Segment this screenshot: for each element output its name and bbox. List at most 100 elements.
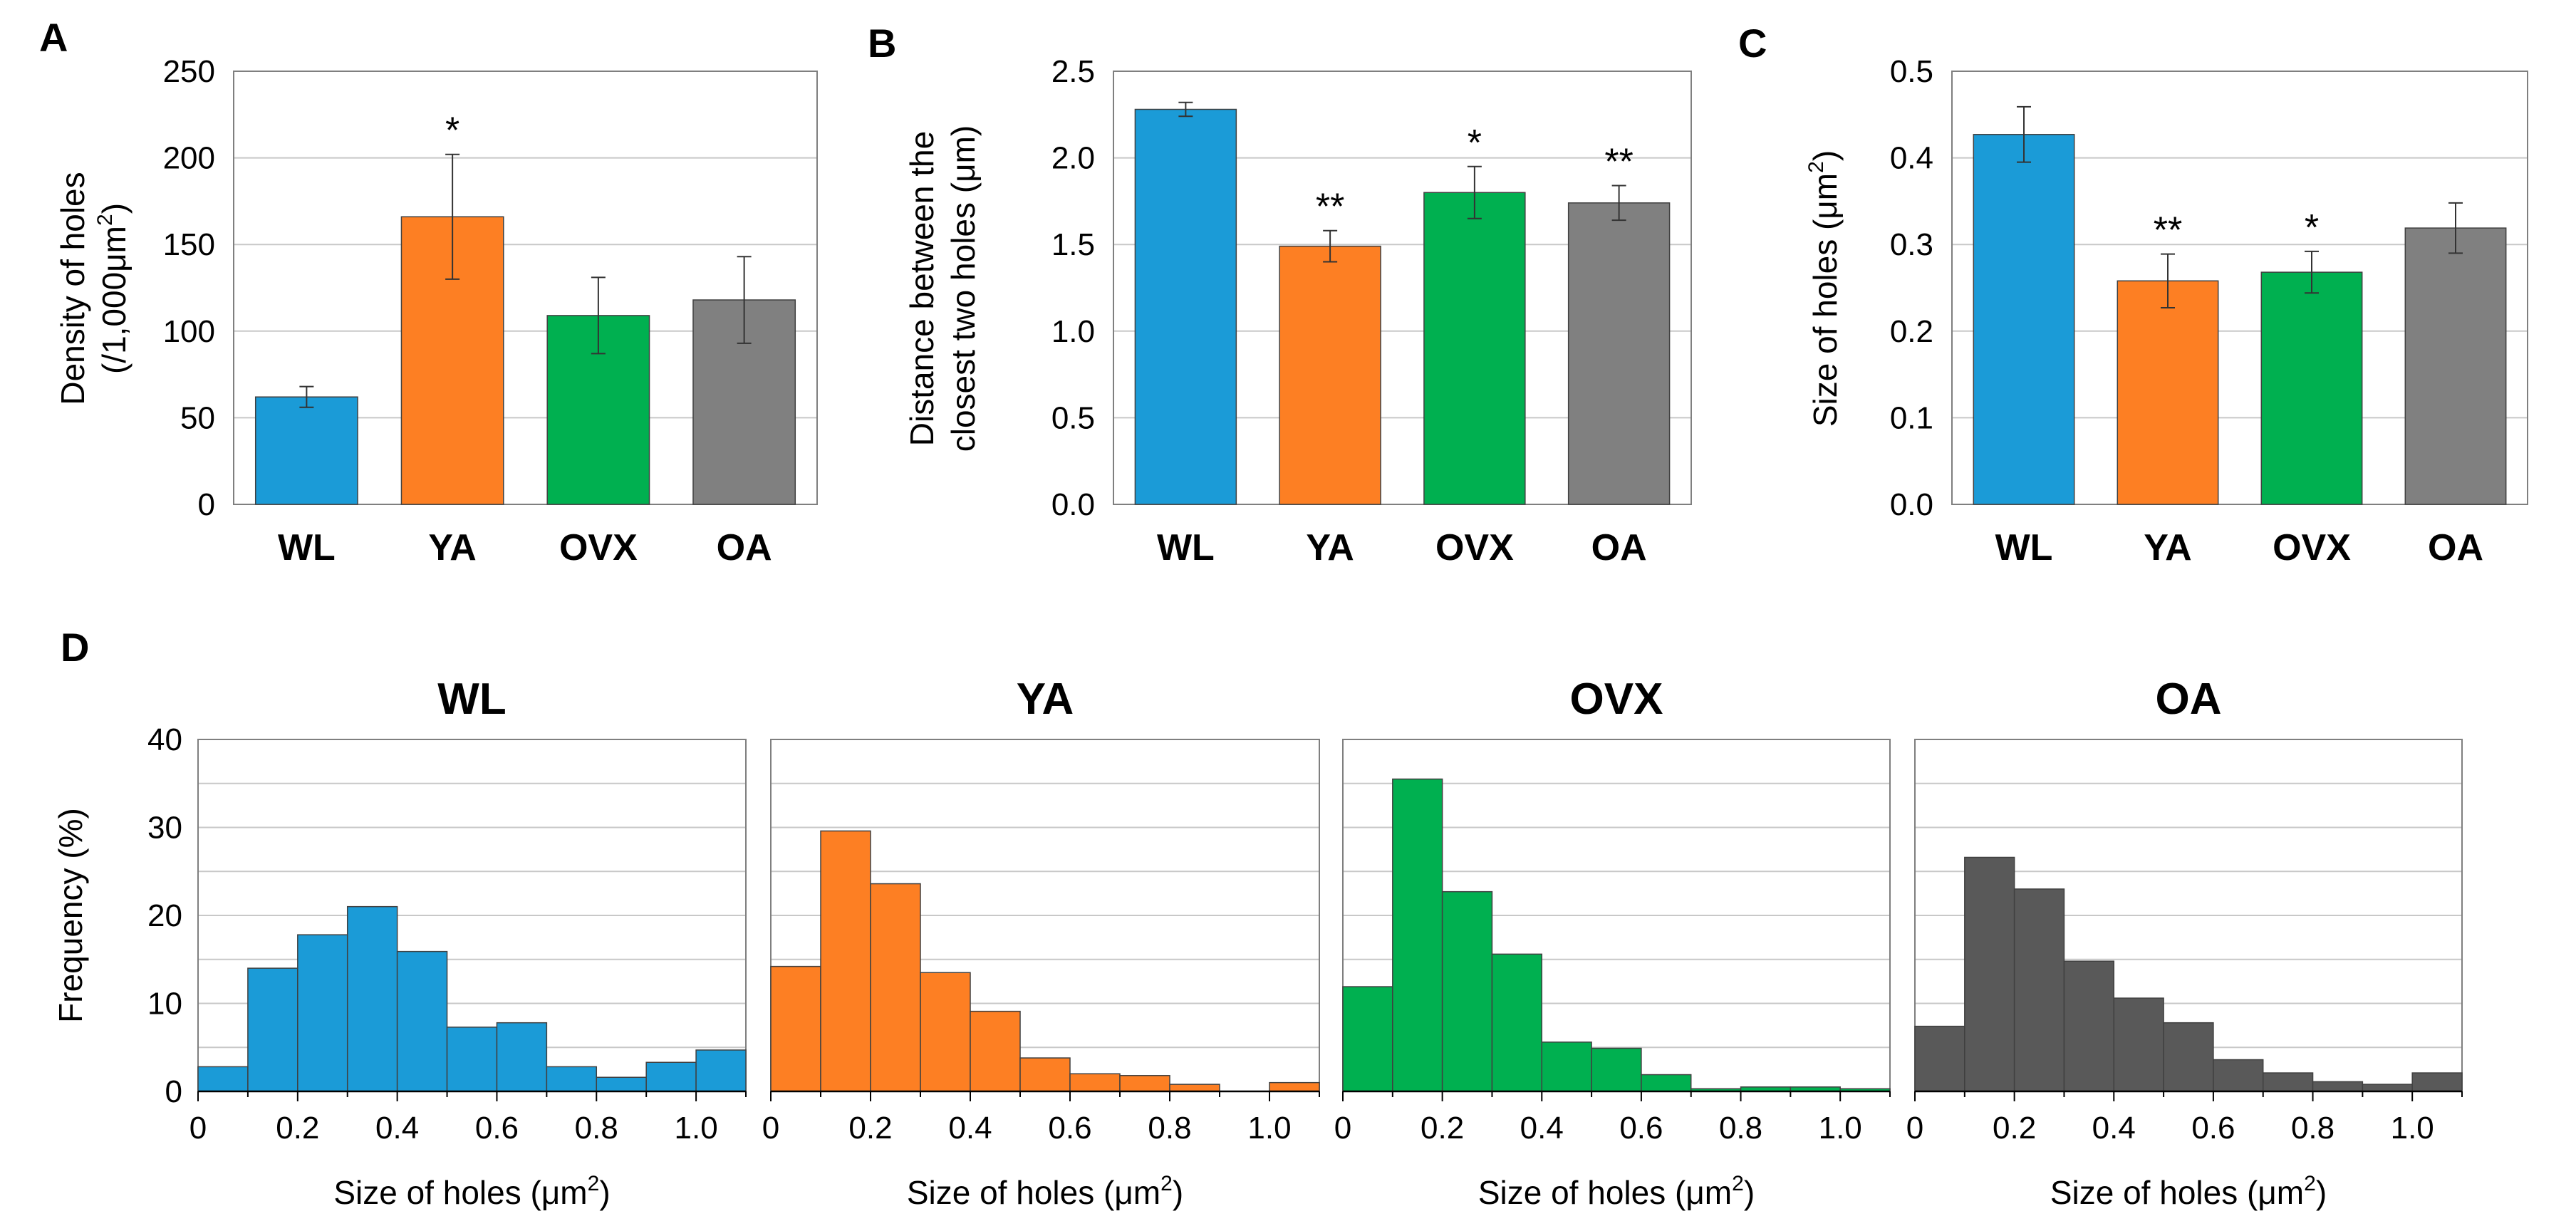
y-axis-label: closest two holes (μm): [945, 125, 982, 452]
x-tick-label: 0.4: [2092, 1111, 2136, 1146]
x-tick-label: 1.0: [1247, 1111, 1291, 1146]
bar-wl: [254, 396, 358, 505]
histogram-bar: [1342, 986, 1393, 1092]
category-label-oa: OA: [2428, 527, 2483, 568]
category-label-wl: WL: [1995, 527, 2053, 568]
plot-frame: [1951, 71, 2528, 505]
histogram-bar: [446, 1027, 498, 1092]
histogram-bar: [870, 883, 921, 1092]
histogram-bar: [1441, 890, 1493, 1092]
category-label-ya: YA: [1306, 527, 1354, 568]
y-axis-label: Size of holes (μm2): [1804, 150, 1844, 427]
x-tick-label: 0.4: [375, 1111, 419, 1146]
panel-label-B: B: [868, 21, 896, 66]
category-label-oa: OA: [1591, 527, 1647, 568]
y-tick-label: 150: [163, 227, 215, 262]
y-tick-label: 250: [163, 54, 215, 89]
histogram-bar: [770, 965, 821, 1092]
category-label-ovx: OVX: [1435, 527, 1514, 568]
y-tick-label: 0: [165, 1074, 182, 1109]
histogram-bar: [496, 1022, 548, 1092]
x-tick-label: 0: [189, 1111, 207, 1146]
significance-marker: *: [2305, 207, 2319, 249]
category-label-oa: OA: [717, 527, 772, 568]
histogram-bar: [2362, 1084, 2413, 1092]
x-axis-label: Size of holes (μm2): [2050, 1172, 2327, 1211]
x-axis-label: Size of holes (μm2): [907, 1172, 1183, 1211]
category-label-wl: WL: [1157, 527, 1215, 568]
x-tick-label: 0: [762, 1111, 779, 1146]
x-tick-label: 0.8: [2291, 1111, 2334, 1146]
histogram-bar: [2411, 1072, 2463, 1092]
significance-marker: *: [1468, 123, 1482, 164]
x-tick-label: 0.2: [848, 1111, 892, 1146]
histogram-bar: [820, 830, 871, 1092]
histogram-bar: [346, 905, 398, 1092]
histogram-bar: [695, 1049, 747, 1092]
histogram-bar: [2213, 1059, 2264, 1092]
y-tick-label: 0.1: [1890, 400, 1933, 435]
y-tick-label: 0.2: [1890, 314, 1933, 349]
x-tick-label: 0.6: [1619, 1111, 1663, 1146]
plot-frame: [233, 71, 818, 505]
histogram-bar: [2262, 1072, 2314, 1092]
histogram-bar: [396, 950, 448, 1092]
histogram-bar: [1591, 1047, 1642, 1092]
x-tick-label: 0.2: [1421, 1111, 1464, 1146]
histogram-bar: [645, 1061, 697, 1092]
histogram-bar: [2063, 960, 2115, 1092]
histogram-bar: [1169, 1084, 1220, 1092]
histogram-bar: [2163, 1022, 2214, 1092]
y-tick-label: 1.5: [1051, 227, 1095, 262]
x-tick-label: 1.0: [675, 1111, 718, 1146]
category-label-ovx: OVX: [559, 527, 638, 568]
y-tick-label: 200: [163, 141, 215, 176]
histogram-bar: [2312, 1081, 2364, 1092]
histogram-title-ovx: OVX: [1570, 675, 1663, 724]
x-axis-label: Size of holes (μm2): [1478, 1172, 1755, 1211]
significance-marker: **: [2154, 210, 2182, 251]
y-tick-label: 0.4: [1890, 141, 1933, 176]
y-tick-label: 30: [147, 811, 182, 846]
histogram-bar: [1019, 1057, 1071, 1092]
y-tick-label: 20: [147, 898, 182, 933]
y-tick-label: 0.0: [1051, 487, 1095, 522]
histogram-bar: [1914, 1025, 1965, 1092]
histogram-bar: [297, 934, 348, 1092]
histogram-bar: [546, 1066, 598, 1092]
bar-ovx: [2260, 271, 2363, 505]
y-tick-label: 100: [163, 314, 215, 349]
bar-ya: [1279, 245, 1381, 505]
y-axis-label: Distance between the: [903, 131, 940, 446]
y-tick-label: 0.5: [1051, 400, 1095, 435]
histogram-bar: [1964, 856, 2015, 1092]
histogram-bar: [1541, 1042, 1592, 1092]
y-tick-label: 0.0: [1890, 487, 1933, 522]
bar-wl: [1973, 134, 2075, 505]
y-axis-label: Density of holes: [54, 172, 91, 405]
x-axis-label: Size of holes (μm2): [333, 1172, 610, 1211]
histogram-bar: [2013, 888, 2065, 1092]
y-tick-label: 40: [147, 722, 182, 757]
x-tick-label: 0.2: [276, 1111, 319, 1146]
x-tick-label: 0.8: [575, 1111, 618, 1146]
bar-wl: [1134, 108, 1237, 505]
significance-marker: **: [1604, 142, 1633, 183]
x-tick-label: 0.6: [1048, 1111, 1091, 1146]
y-tick-label: 2.5: [1051, 54, 1095, 89]
x-tick-label: 0.4: [1520, 1111, 1564, 1146]
y-tick-label: 0: [198, 487, 215, 522]
histogram-bar: [1069, 1073, 1121, 1092]
y-tick-label: 0.5: [1890, 54, 1933, 89]
category-label-ya: YA: [428, 527, 476, 568]
y-tick-label: 50: [180, 400, 215, 435]
y-axis-label: (/1,000μm2): [93, 203, 133, 374]
plot-frame: [1113, 71, 1692, 505]
bar-ya: [2117, 280, 2219, 505]
histogram-title-oa: OA: [2156, 675, 2222, 724]
significance-marker: *: [445, 110, 459, 152]
histogram-bar: [1392, 778, 1443, 1092]
histogram-bar: [970, 1010, 1021, 1092]
histogram-title-wl: WL: [437, 675, 506, 724]
x-tick-label: 1.0: [2391, 1111, 2434, 1146]
